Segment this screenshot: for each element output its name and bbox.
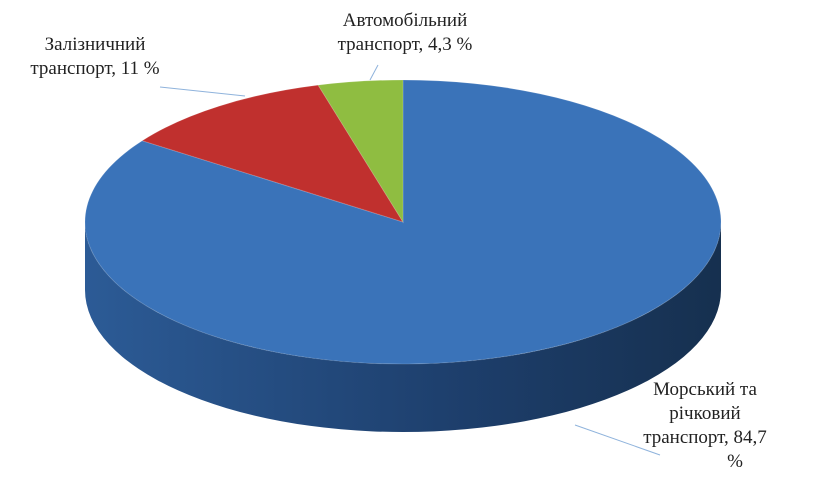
pie-slice: [84, 79, 722, 365]
data-label: Морський та: [653, 379, 757, 400]
data-label: транспорт, 4,3 %: [338, 34, 473, 55]
data-label: річковий: [669, 403, 740, 424]
leader-line: [574, 424, 661, 456]
data-label: транспорт, 84,7: [643, 427, 767, 448]
data-label: Автомобільний: [343, 10, 468, 31]
pie-slice: [317, 79, 404, 224]
pie-slice: [141, 84, 405, 223]
data-label: Залізничний: [45, 34, 146, 55]
leader-line: [369, 64, 379, 81]
data-label: транспорт, 11 %: [30, 58, 159, 79]
leader-line: [159, 86, 246, 97]
data-label: %: [727, 451, 743, 472]
pie-side: [85, 222, 721, 432]
